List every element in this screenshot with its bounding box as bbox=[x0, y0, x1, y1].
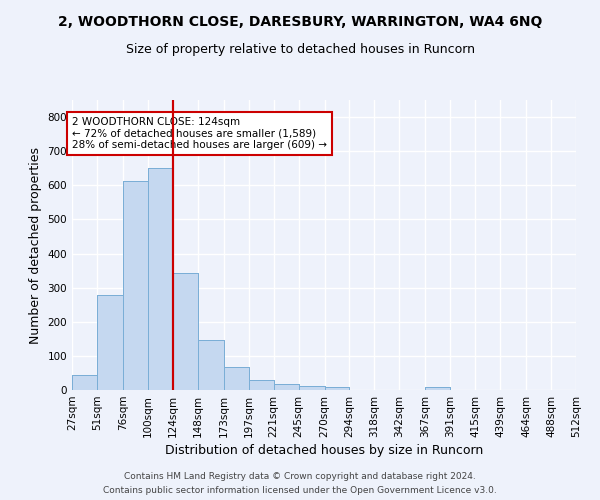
Bar bbox=[248, 380, 274, 390]
Bar bbox=[173, 272, 198, 390]
Bar bbox=[198, 340, 224, 390]
Bar bbox=[224, 367, 248, 390]
Bar bbox=[173, 272, 198, 390]
X-axis label: Distribution of detached houses by size in Runcorn: Distribution of detached houses by size … bbox=[165, 444, 483, 457]
Bar bbox=[97, 295, 123, 390]
Text: 2 WOODTHORN CLOSE: 124sqm
← 72% of detached houses are smaller (1,589)
28% of se: 2 WOODTHORN CLOSE: 124sqm ← 72% of detac… bbox=[72, 117, 327, 150]
Bar bbox=[123, 180, 148, 390]
Bar bbox=[274, 384, 299, 390]
Text: 2, WOODTHORN CLOSE, DARESBURY, WARRINGTON, WA4 6NQ: 2, WOODTHORN CLOSE, DARESBURY, WARRINGTO… bbox=[58, 15, 542, 29]
Bar bbox=[425, 388, 450, 390]
Bar bbox=[274, 384, 299, 390]
Bar bbox=[325, 386, 349, 390]
Bar bbox=[72, 375, 97, 390]
Bar bbox=[325, 386, 349, 390]
Y-axis label: Number of detached properties: Number of detached properties bbox=[29, 146, 42, 344]
Text: Contains public sector information licensed under the Open Government Licence v3: Contains public sector information licen… bbox=[103, 486, 497, 495]
Text: Size of property relative to detached houses in Runcorn: Size of property relative to detached ho… bbox=[125, 42, 475, 56]
Bar bbox=[224, 367, 248, 390]
Bar bbox=[198, 340, 224, 390]
Bar bbox=[148, 168, 173, 390]
Text: Contains HM Land Registry data © Crown copyright and database right 2024.: Contains HM Land Registry data © Crown c… bbox=[124, 472, 476, 481]
Bar bbox=[299, 386, 325, 390]
Bar bbox=[425, 388, 450, 390]
Bar bbox=[123, 180, 148, 390]
Bar bbox=[72, 375, 97, 390]
Bar bbox=[248, 380, 274, 390]
Bar bbox=[299, 386, 325, 390]
Bar bbox=[148, 168, 173, 390]
Bar bbox=[97, 295, 123, 390]
